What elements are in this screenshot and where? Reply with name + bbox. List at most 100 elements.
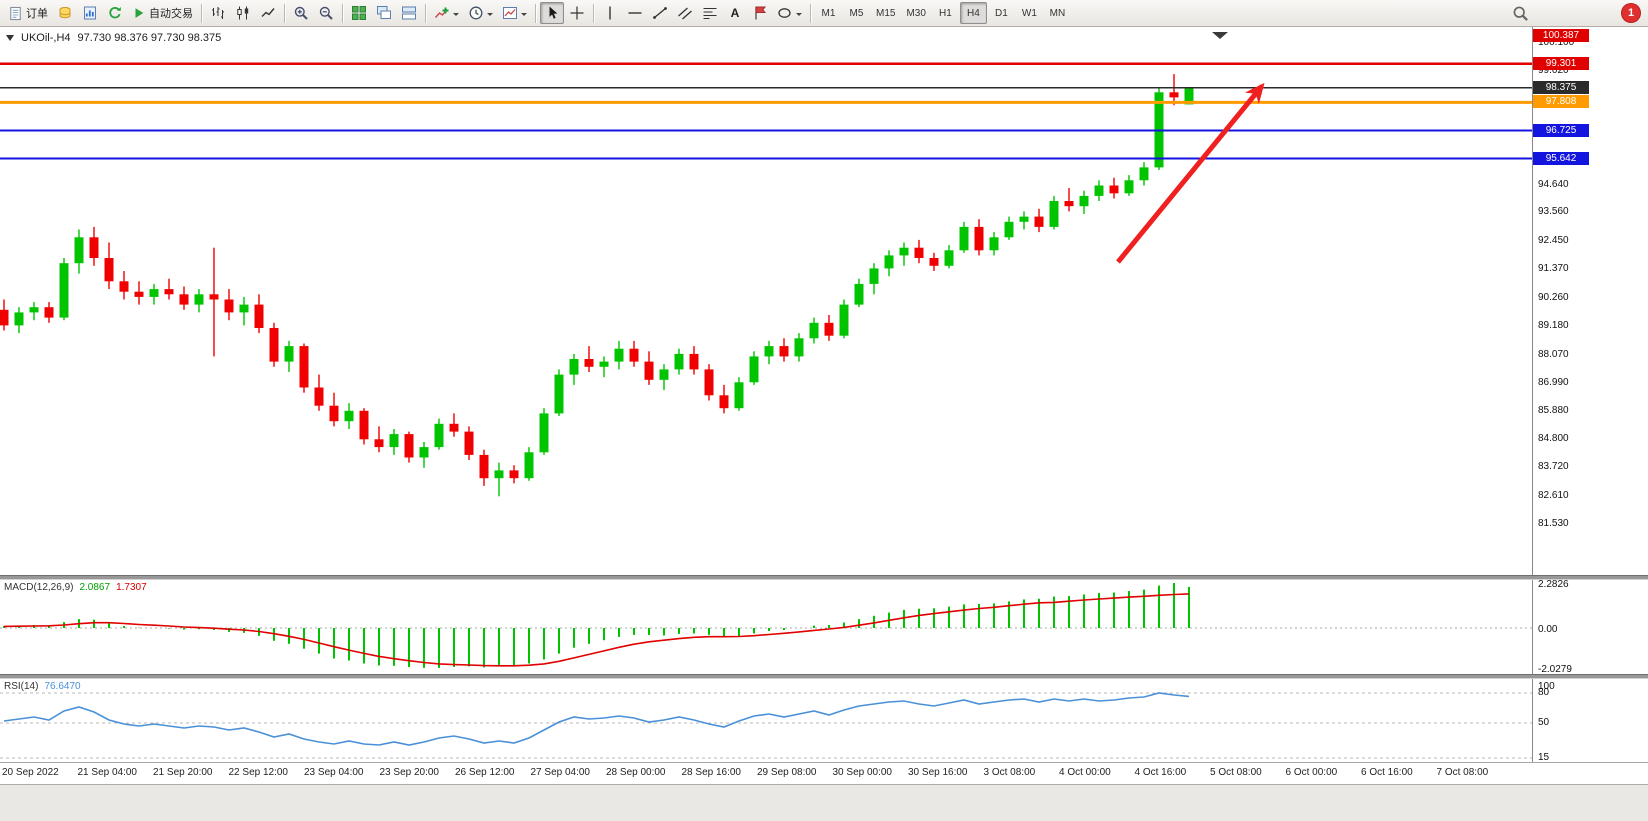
- toolbar-separator: [535, 3, 536, 23]
- new-order-icon: [10, 6, 21, 20]
- history-center-button[interactable]: [53, 2, 77, 24]
- main-toolbar: 订单 自动交易: [0, 0, 1648, 27]
- channel-tool-button[interactable]: [673, 2, 697, 24]
- time-axis-label: 7 Oct 08:00: [1436, 767, 1489, 778]
- price-badge: 98.375: [1533, 80, 1589, 94]
- price-axis-label: 92.450: [1538, 235, 1569, 247]
- rsi-header: RSI(14) 76.6470: [4, 681, 81, 692]
- fibonacci-tool-button[interactable]: [698, 2, 722, 24]
- text-tool-button[interactable]: A: [723, 2, 747, 24]
- timeframe-h4-button[interactable]: H4: [959, 2, 987, 24]
- price-chart-canvas[interactable]: [0, 27, 1532, 575]
- time-axis[interactable]: [0, 762, 1648, 784]
- fibonacci-icon: [703, 8, 717, 19]
- time-axis-label: 28 Sep 16:00: [681, 767, 742, 778]
- macd-label: MACD(12,26,9): [4, 582, 74, 593]
- timeframe-m5-button[interactable]: M5: [843, 2, 870, 24]
- toolbar-separator: [342, 3, 343, 23]
- rsi-value: 76.6470: [44, 681, 81, 692]
- arrange-windows-icon: [402, 6, 416, 20]
- panel-separator[interactable]: [0, 575, 1648, 580]
- flag-icon: [755, 6, 767, 20]
- price-axis-label: 85.880: [1538, 405, 1569, 417]
- arrange-windows-button[interactable]: [397, 2, 421, 24]
- timeframe-m1-button[interactable]: M1: [815, 2, 842, 24]
- timeframe-w1-button[interactable]: W1: [1016, 2, 1043, 24]
- time-axis-label: 30 Sep 00:00: [832, 767, 893, 778]
- price-badge: 96.725: [1533, 123, 1589, 137]
- price-axis-label: 94.640: [1538, 178, 1569, 190]
- time-axis-label: 21 Sep 04:00: [77, 767, 138, 778]
- zoom-out-button[interactable]: [314, 2, 338, 24]
- toolbar-separator: [425, 3, 426, 23]
- zoom-in-button[interactable]: [289, 2, 313, 24]
- channel-icon: [678, 7, 692, 20]
- time-axis-label: 4 Oct 00:00: [1059, 767, 1111, 778]
- cursor-tool-button[interactable]: [540, 2, 564, 24]
- cascade-windows-icon: [377, 6, 391, 19]
- new-order-button[interactable]: 订单: [4, 2, 52, 24]
- dropdown-caret-icon: [796, 12, 802, 19]
- cursor-icon: [549, 6, 558, 19]
- time-axis-label: 4 Oct 16:00: [1134, 767, 1187, 778]
- line-chart-button[interactable]: [256, 2, 280, 24]
- new-order-label: 订单: [26, 8, 48, 20]
- indicators-icon: [434, 7, 449, 18]
- timeframe-d1-button[interactable]: D1: [988, 2, 1015, 24]
- price-badge: 97.808: [1533, 95, 1589, 109]
- tile-windows-button[interactable]: [347, 2, 371, 24]
- timeframe-m30-button[interactable]: M30: [901, 2, 930, 24]
- macd-axis-label: -2.0279: [1538, 663, 1572, 675]
- toolbar-separator: [284, 3, 285, 23]
- price-axis[interactable]: [1532, 27, 1648, 762]
- templates-button[interactable]: [498, 2, 531, 24]
- timeframe-m15-button[interactable]: M15: [871, 2, 900, 24]
- candlestick-chart-button[interactable]: [231, 2, 255, 24]
- candlestick-chart-icon: [237, 6, 249, 20]
- chart-ohlc-values: 97.730 98.376 97.730 98.375: [77, 32, 222, 44]
- dropdown-caret-icon: [453, 12, 459, 19]
- auto-trading-button[interactable]: 自动交易: [128, 2, 197, 24]
- crosshair-tool-button[interactable]: [565, 2, 589, 24]
- zoom-out-icon: [319, 6, 333, 20]
- bar-chart-icon: [212, 7, 224, 19]
- indicators-button[interactable]: [430, 2, 463, 24]
- refresh-button[interactable]: [103, 2, 127, 24]
- price-axis-label: 91.370: [1538, 263, 1569, 275]
- price-badge: 99.301: [1533, 56, 1589, 70]
- toolbar-separator: [201, 3, 202, 23]
- time-axis-label: 20 Sep 2022: [2, 767, 59, 778]
- ellipse-shape-icon: [778, 8, 791, 18]
- price-axis-label: 99.020: [1538, 65, 1569, 76]
- rsi-panel-canvas[interactable]: [0, 679, 1532, 762]
- bar-chart-button[interactable]: [206, 2, 230, 24]
- macd-signal-value: 1.7307: [116, 582, 147, 593]
- refresh-icon: [109, 7, 121, 19]
- horizontal-line-tool-button[interactable]: [623, 2, 647, 24]
- market-report-button[interactable]: [78, 2, 102, 24]
- shapes-tool-button[interactable]: [773, 2, 806, 24]
- macd-panel-canvas[interactable]: [0, 580, 1532, 674]
- panel-separator[interactable]: [0, 674, 1648, 679]
- search-button[interactable]: [1508, 2, 1533, 24]
- macd-main-value: 2.0867: [79, 582, 111, 593]
- label-tool-button[interactable]: [748, 2, 772, 24]
- vertical-line-icon: [609, 6, 611, 20]
- cascade-windows-button[interactable]: [372, 2, 396, 24]
- periods-button[interactable]: [464, 2, 497, 24]
- one-click-trading-toggle-icon[interactable]: [6, 35, 14, 41]
- time-axis-label: 6 Oct 16:00: [1361, 767, 1413, 778]
- timeframe-h1-button[interactable]: H1: [932, 2, 959, 24]
- price-axis-label: 86.990: [1538, 376, 1569, 388]
- vertical-line-tool-button[interactable]: [598, 2, 622, 24]
- rsi-axis-label: 100: [1538, 681, 1555, 692]
- timeframe-mn-button[interactable]: MN: [1044, 2, 1071, 24]
- price-axis-label: 88.070: [1538, 348, 1569, 360]
- clock-icon: [469, 6, 483, 20]
- price-axis-label: 83.720: [1538, 461, 1569, 473]
- notification-badge[interactable]: 1: [1622, 4, 1640, 22]
- price-axis-label: 81.530: [1538, 518, 1569, 529]
- chart-title: UKOil-,H4 97.730 98.376 97.730 98.375: [6, 32, 221, 44]
- trendline-tool-button[interactable]: [648, 2, 672, 24]
- time-axis-label: 30 Sep 16:00: [908, 767, 968, 778]
